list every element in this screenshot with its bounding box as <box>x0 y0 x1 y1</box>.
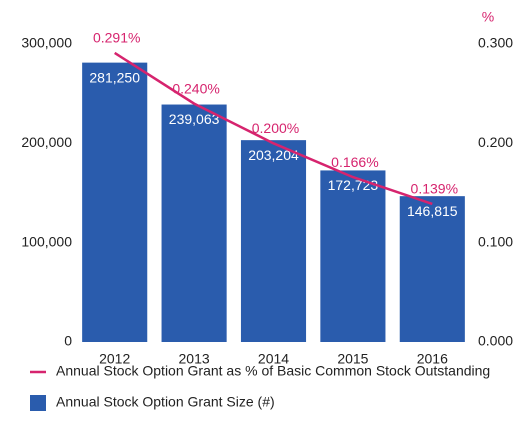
x-tick-label: 2014 <box>258 351 289 367</box>
line-value-label: 0.200% <box>252 120 299 136</box>
line <box>114 51 433 206</box>
bar-value-label: 239,063 <box>169 111 220 127</box>
bar <box>399 196 465 342</box>
y-tick-label: 0 <box>64 333 72 349</box>
y2-tick-label: 0.300 <box>478 35 513 51</box>
bar-value-label: 281,250 <box>89 69 140 85</box>
y-tick-label: 200,000 <box>21 134 72 150</box>
bar <box>161 104 227 342</box>
bar-value-label: 146,815 <box>407 203 458 219</box>
y2-tick-label: 0.200 <box>478 134 513 150</box>
y2-tick-label: 0.000 <box>478 333 513 349</box>
line-value-label: 0.291% <box>93 30 140 46</box>
bar-value-label: 172,723 <box>328 177 379 193</box>
x-tick-label: 2016 <box>417 351 448 367</box>
line-value-label: 0.240% <box>172 80 219 96</box>
bar-value-label: 203,204 <box>248 147 299 163</box>
bar <box>240 140 307 342</box>
legend-label: Annual Stock Option Grant Size (#) <box>56 394 275 410</box>
x-tick-label: 2015 <box>337 351 368 367</box>
y-tick-label: 300,000 <box>21 35 72 51</box>
bar <box>82 62 148 342</box>
legend-label: Annual Stock Option Grant as % of Basic … <box>56 363 490 379</box>
bar <box>320 170 386 342</box>
x-tick-label: 2013 <box>179 351 210 367</box>
line-value-label: 0.166% <box>331 154 378 170</box>
y2-tick-label: 0.100 <box>478 233 513 249</box>
x-tick-label: 2012 <box>99 351 130 367</box>
y2-axis-label: % <box>482 9 494 25</box>
legend-swatch <box>30 395 46 411</box>
y-tick-label: 100,000 <box>21 233 72 249</box>
line-value-label: 0.139% <box>411 181 458 197</box>
